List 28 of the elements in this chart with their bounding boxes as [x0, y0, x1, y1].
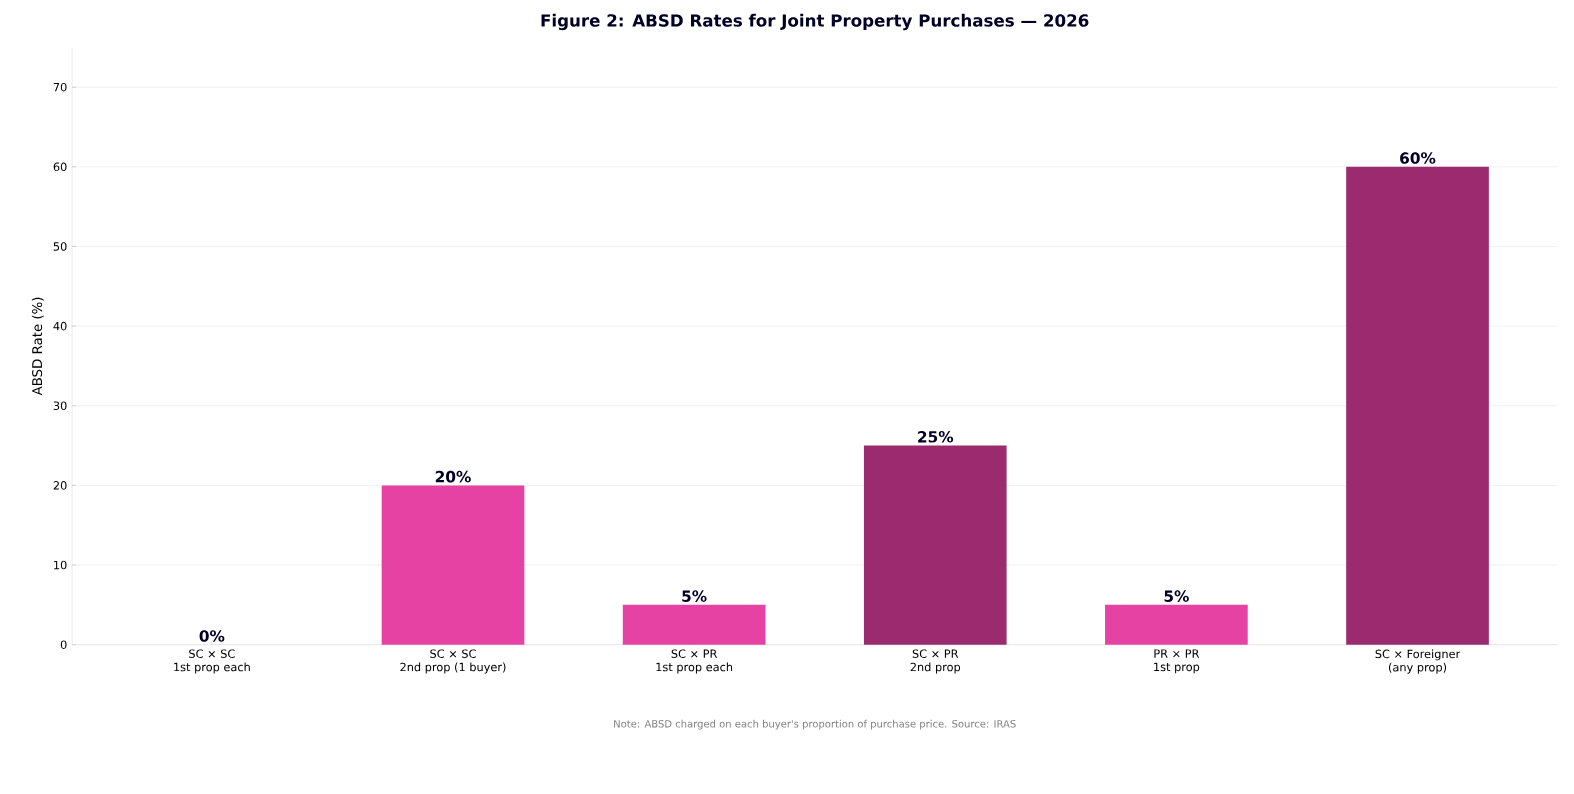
bar — [381, 485, 525, 645]
chart-title: Figure 2: ABSD Rates for Joint Property Purchases — 2026 — [541, 13, 1089, 31]
y-axis-title: ABSD Rate (%) — [31, 297, 44, 396]
y-tick-label: 20 — [53, 481, 67, 490]
bar — [863, 445, 1007, 645]
x-tick-label: SC × Foreigner (any prop) — [1375, 649, 1461, 674]
bar — [1105, 604, 1248, 645]
data-label: 5% — [682, 590, 707, 602]
bar — [622, 604, 766, 645]
x-tick-label: SC × SC 2nd prop (1 buyer) — [400, 649, 506, 674]
data-label: 5% — [1164, 590, 1189, 602]
x-tick-label: SC × PR 1st prop each — [656, 649, 733, 674]
y-tick-label: 0 — [60, 640, 67, 649]
x-tick-label: SC × PR 2nd prop — [910, 649, 961, 674]
text: Note: ABSD charged on each buyer's proportion of purchase price. Source: IRAS — [614, 719, 1016, 730]
y-tick-label: 40 — [53, 321, 67, 331]
data-label: 20% — [435, 470, 471, 483]
x-tick-label: PR × PR 1st prop — [1154, 649, 1200, 674]
data-label: 25% — [918, 431, 954, 443]
y-tick-label: 70 — [53, 82, 67, 92]
y-tick-label: 50 — [53, 242, 67, 251]
y-tick-label: 30 — [53, 401, 67, 411]
data-label: 60% — [1400, 152, 1436, 164]
bar — [1346, 166, 1489, 645]
x-tick-label: SC × SC 1st prop each — [174, 649, 250, 674]
data-label: 0% — [199, 630, 225, 642]
y-tick-label: 10 — [54, 560, 67, 570]
y-tick-label: 60 — [53, 162, 67, 172]
